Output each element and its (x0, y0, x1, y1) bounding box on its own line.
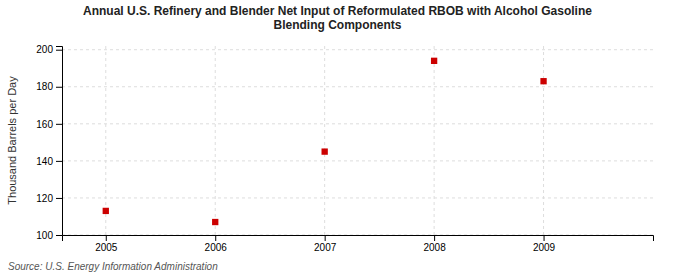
point (540, 78, 546, 84)
grid-line (543, 46, 544, 235)
tick-mark (56, 87, 62, 88)
tick: 2007 (314, 235, 337, 253)
tick-mark (56, 161, 62, 162)
grid-line (62, 123, 653, 124)
tick: 2006 (205, 235, 228, 253)
plot: 2005 2006 2007 2008 2009 100 120 140 160 180 200 (36, 44, 653, 253)
tick-label: 100 (36, 230, 53, 241)
tick-label: 120 (36, 193, 53, 204)
tick: 120 (36, 193, 62, 204)
grid-line (62, 49, 653, 50)
tick: 2008 (423, 235, 446, 253)
tick: 2009 (533, 235, 556, 253)
grid-line (62, 160, 653, 161)
tick: 180 (36, 81, 62, 92)
tick: 2005 (95, 235, 118, 253)
tick-label: 2005 (95, 242, 118, 253)
y-axis-title: Thousand Barrels per Day (6, 76, 18, 205)
grid-line (105, 46, 106, 235)
tick-mark (544, 235, 545, 241)
tick-mark (56, 124, 62, 125)
tick: 160 (36, 119, 62, 130)
annotation: Source: U.S. Energy Information Administ… (8, 261, 218, 272)
tick-label: 160 (36, 119, 53, 130)
tick: 140 (36, 156, 62, 167)
points (103, 58, 547, 226)
grid (62, 46, 653, 235)
tick-label: 2006 (205, 242, 228, 253)
grid-line (215, 46, 216, 235)
tick-label: 200 (36, 44, 53, 55)
tick: 200 (36, 44, 62, 55)
tick-mark (56, 50, 62, 51)
axis-line (63, 236, 654, 242)
grid-line (62, 86, 653, 87)
tick-mark (434, 235, 435, 241)
title: Annual U.S. Refinery and Blender Net Inp… (83, 4, 592, 32)
point (322, 148, 328, 154)
tick-mark (325, 235, 326, 241)
tick-mark (106, 235, 107, 241)
tick-mark (215, 235, 216, 241)
tick-label: 180 (36, 81, 53, 92)
tick-label: 2008 (423, 242, 446, 253)
tick: 100 (36, 230, 62, 241)
tick-mark (56, 198, 62, 199)
y-axis: 100 120 140 160 180 200 (36, 44, 62, 240)
grid-line (324, 46, 325, 235)
point (212, 219, 218, 225)
tick-label: 2007 (314, 242, 337, 253)
grid-line (62, 197, 653, 198)
chart: Annual U.S. Refinery and Blender Net Inp… (0, 0, 675, 275)
x-axis: 2005 2006 2007 2008 2009 (63, 235, 654, 253)
point (103, 208, 109, 214)
tick-label: 2009 (533, 242, 556, 253)
grid-line (434, 46, 435, 235)
axis-line (56, 47, 63, 236)
point (431, 58, 437, 64)
tick-label: 140 (36, 156, 53, 167)
tick-mark (56, 235, 62, 236)
